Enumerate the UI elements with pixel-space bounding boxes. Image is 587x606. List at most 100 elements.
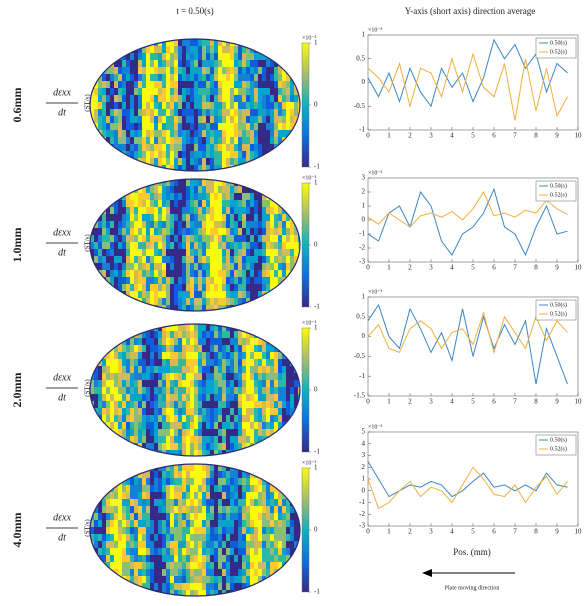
heatmap-cell	[202, 291, 206, 298]
heatmap-cell	[270, 401, 274, 408]
heatmap-cell	[114, 401, 118, 408]
heatmap-cell	[218, 513, 222, 520]
heatmap-cell	[202, 109, 206, 116]
heatmap-cell	[234, 46, 238, 53]
heatmap-cell	[274, 179, 278, 186]
y-tick-label: 5	[362, 428, 366, 436]
heatmap-cell	[294, 429, 298, 436]
heatmap-cell	[218, 88, 222, 95]
heatmap-cell	[246, 214, 250, 221]
heatmap-cell	[222, 394, 226, 401]
heatmap-cell	[170, 74, 174, 81]
x-tick-label: 0	[366, 398, 370, 406]
heatmap-cell	[118, 46, 122, 53]
heatmap-cell	[102, 39, 106, 46]
heatmap-cell	[298, 583, 302, 590]
heatmap-cell	[94, 291, 98, 298]
heatmap-cell	[90, 158, 94, 165]
heatmap-cell	[146, 492, 150, 499]
heatmap-cell	[270, 277, 274, 284]
heatmap-cell	[278, 53, 282, 60]
heatmap-cell	[106, 123, 110, 130]
heatmap-cell	[94, 130, 98, 137]
heatmap-cell	[102, 338, 106, 345]
heatmap-cell	[242, 144, 246, 151]
heatmap-cell	[282, 366, 286, 373]
heatmap-cell	[294, 569, 298, 576]
x-tick-label: 4	[450, 528, 454, 536]
heatmap-cell	[258, 298, 262, 305]
heatmap-cell	[126, 450, 130, 457]
heatmap-cell	[238, 193, 242, 200]
heatmap-cell	[162, 422, 166, 429]
heatmap-cell	[166, 569, 170, 576]
heatmap-cell	[90, 186, 94, 193]
heatmap-cell	[270, 590, 274, 597]
heatmap-cell	[266, 541, 270, 548]
heatmap-cell	[290, 158, 294, 165]
heatmap-cell	[194, 520, 198, 527]
heatmap-cell	[198, 277, 202, 284]
heatmap-cell	[162, 345, 166, 352]
heatmap-cell	[238, 123, 242, 130]
heatmap-cell	[266, 102, 270, 109]
heatmap-cell	[246, 130, 250, 137]
heatmap-cell	[102, 74, 106, 81]
heatmap-cell	[274, 116, 278, 123]
heatmap-cell	[182, 151, 186, 158]
heatmap-cell	[190, 214, 194, 221]
heatmap-cell	[90, 492, 94, 499]
heatmap-cell	[242, 95, 246, 102]
heatmap-cell	[210, 67, 214, 74]
heatmap-cell	[118, 415, 122, 422]
heatmap-cell	[214, 67, 218, 74]
heatmap-cell	[130, 116, 134, 123]
heatmap-cell	[290, 53, 294, 60]
heatmap-cell	[134, 464, 138, 471]
heatmap-cell	[258, 562, 262, 569]
heatmap-cell	[298, 499, 302, 506]
heatmap-cell	[174, 193, 178, 200]
heatmap-cell	[210, 165, 214, 172]
heatmap-cell	[166, 116, 170, 123]
heatmap-cell	[170, 207, 174, 214]
heatmap-cell	[134, 284, 138, 291]
heatmap-cell	[134, 228, 138, 235]
heatmap-cell	[114, 256, 118, 263]
heatmap-cell	[266, 450, 270, 457]
heatmap-cell	[110, 298, 114, 305]
heatmap-cell	[126, 345, 130, 352]
heatmap-cell	[238, 74, 242, 81]
heatmap-cell	[254, 95, 258, 102]
heatmap-cell	[106, 436, 110, 443]
heatmap-cell	[254, 235, 258, 242]
heatmap-cell	[162, 373, 166, 380]
heatmap-cell	[194, 338, 198, 345]
heatmap-cell	[242, 221, 246, 228]
heatmap-cell	[278, 186, 282, 193]
heatmap-cell	[222, 179, 226, 186]
heatmap-cell	[186, 352, 190, 359]
heatmap-cell	[238, 499, 242, 506]
colorbar-tick-label: 1	[314, 39, 318, 47]
y-tick-label: -1	[359, 498, 365, 506]
colorbar-tick-label: -1	[314, 303, 320, 311]
heatmap-cell	[250, 193, 254, 200]
heatmap-cell	[258, 394, 262, 401]
heatmap-cell	[230, 576, 234, 583]
heatmap-cell	[290, 193, 294, 200]
left-title: t = 0.50(s)	[176, 6, 213, 16]
heatmap-cell	[166, 88, 170, 95]
heatmap-cell	[270, 541, 274, 548]
heatmap-cell	[162, 520, 166, 527]
heatmap-cell	[110, 520, 114, 527]
heatmap-cell	[134, 179, 138, 186]
heatmap-cell	[242, 590, 246, 597]
heatmap-cell	[138, 436, 142, 443]
heatmap-cell	[154, 46, 158, 53]
heatmap-cell	[170, 590, 174, 597]
heatmap-cell	[226, 387, 230, 394]
heatmap-cell	[110, 193, 114, 200]
heatmap-cell	[94, 270, 98, 277]
heatmap-cell	[294, 471, 298, 478]
